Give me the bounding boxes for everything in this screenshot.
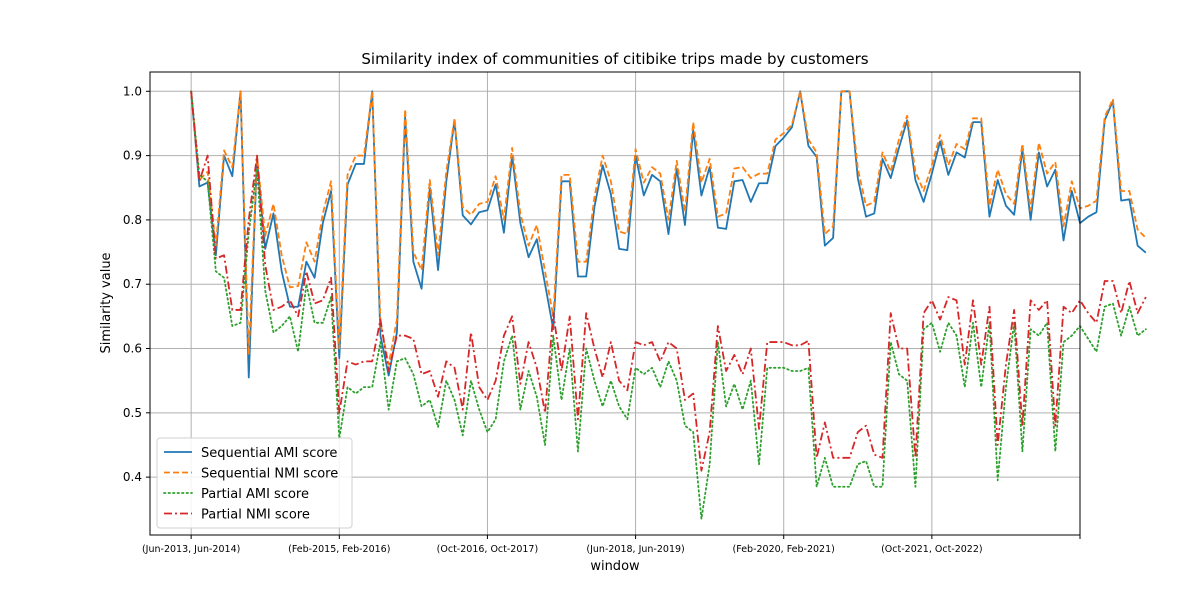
y-tick-label: 1.0 [123,84,142,98]
series-line [190,90,1147,366]
y-tick-label: 0.5 [123,406,142,420]
plot-area-frame [149,71,1081,536]
x-tick-label: (Oct-2016, Oct-2017) [437,544,539,555]
legend-box [156,437,353,529]
x-axis: (Jun-2013, Jun-2014) (Feb-2015, Feb-2016)… [142,535,1081,555]
legend-label: Sequential AMI score [201,446,337,461]
x-tick-label: (Oct-2021, Oct-2022) [881,544,983,555]
y-tick-label: 0.6 [123,342,142,356]
y-tick-label: 0.9 [123,149,142,163]
x-tick-label: (Feb-2020, Feb-2021) [733,544,835,555]
series-lines [190,90,1147,520]
series-line [190,90,1147,520]
legend-label: Sequential NMI score [201,467,338,482]
chart-title: Similarity index of communities of citib… [361,50,868,68]
legend-label: Partial NMI score [201,508,310,523]
x-tick-label: (Feb-2015, Feb-2016) [288,544,390,555]
y-tick-label: 0.7 [123,277,142,291]
x-tick-label: (Jun-2018, Jun-2019) [586,544,684,555]
y-tick-label: 0.4 [123,470,142,484]
y-axis-label: Similarity value [99,252,114,353]
x-tick-label: (Jun-2013, Jun-2014) [142,544,240,555]
y-axis: 0.4 0.5 0.6 0.7 0.8 0.9 1.0 [123,84,150,484]
y-tick-label: 0.8 [123,213,142,227]
legend: Sequential AMI score Sequential NMI score… [156,437,353,529]
grid [150,72,1081,535]
legend-label: Partial AMI score [201,487,309,502]
x-axis-label: window [590,559,640,574]
